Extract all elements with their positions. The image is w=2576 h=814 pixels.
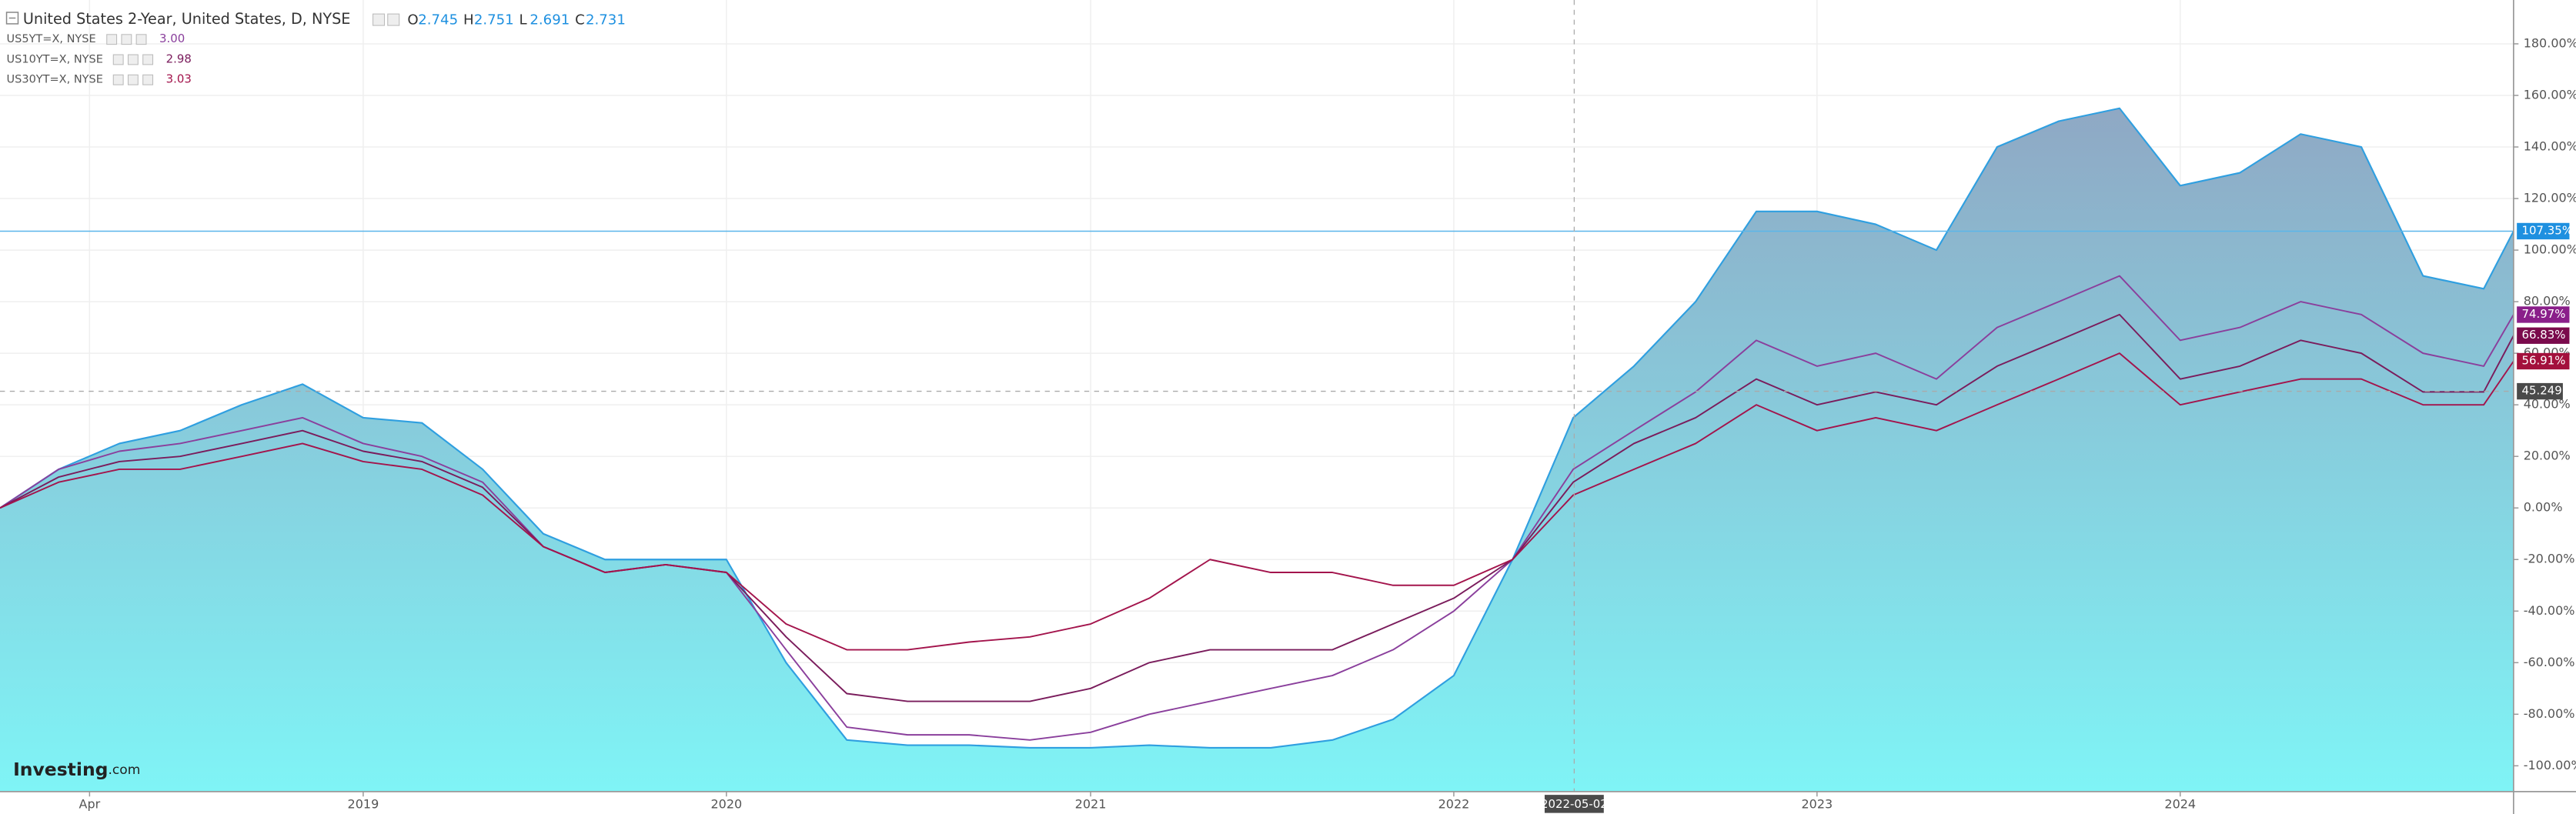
legend-button[interactable] — [135, 34, 147, 45]
plot — [0, 107, 2514, 792]
legend-button[interactable] — [127, 54, 139, 65]
y-tick-label: 40.00% — [2524, 397, 2571, 412]
series-line — [0, 352, 2514, 651]
y-tick-label: 0.00% — [2524, 500, 2563, 515]
y-tick-label: 80.00% — [2524, 294, 2571, 309]
crosshair-y-badge — [2517, 382, 2563, 400]
x-tick-label: 2023 — [1801, 796, 1833, 811]
logo: Investing.com — [13, 759, 140, 780]
y-tick-label: 100.00% — [2524, 242, 2576, 257]
value-badge-label: 56.91% — [2522, 353, 2566, 367]
value-badge-label: 107.35% — [2522, 223, 2573, 237]
header: United States 2-Year, United States, D, … — [5, 10, 626, 86]
crosshair-y-label: 45.249 — [2522, 384, 2562, 398]
ohlc-value: 2.691 — [530, 12, 570, 28]
ohlc-value: 2.751 — [474, 12, 514, 28]
legend-button[interactable] — [142, 54, 154, 65]
y-tick-label: -40.00% — [2524, 603, 2575, 618]
logo-word: Investing — [13, 759, 108, 780]
legend-button[interactable] — [142, 74, 154, 85]
legend-button[interactable] — [121, 34, 132, 45]
value-badge-label: 66.83% — [2522, 328, 2566, 342]
collapse-icon[interactable] — [5, 12, 19, 25]
legend-name[interactable]: US10YT=X, NYSE — [7, 53, 103, 65]
x-tick-label: Apr — [79, 796, 101, 811]
x-tick-label: 2020 — [710, 796, 742, 811]
legend-button[interactable] — [112, 74, 124, 85]
series-line — [0, 107, 2514, 749]
series-line — [0, 275, 2514, 741]
legend-value: 2.98 — [166, 52, 192, 65]
value-badge-label: 74.97% — [2522, 307, 2566, 321]
legend-value: 3.00 — [159, 32, 185, 45]
legend-name[interactable]: US5YT=X, NYSE — [7, 33, 96, 45]
x-tick-label: 2021 — [1075, 796, 1107, 811]
legend-name[interactable]: US30YT=X, NYSE — [7, 74, 103, 86]
y-tick-label: -80.00% — [2524, 706, 2575, 721]
header-button[interactable] — [387, 13, 400, 26]
y-tick-label: -20.00% — [2524, 552, 2575, 566]
value-badge — [2517, 306, 2570, 323]
x-tick-label: 2024 — [2164, 796, 2196, 811]
y-tick-label: -100.00% — [2524, 758, 2576, 772]
series-line — [0, 313, 2514, 702]
value-badge — [2517, 352, 2570, 370]
ohlc-value: 2.731 — [586, 12, 626, 28]
ohlc-label: L — [520, 12, 527, 28]
ohlc-label: C — [575, 12, 585, 28]
ohlc-label: H — [463, 12, 474, 28]
value-badge — [2517, 327, 2570, 344]
legend-button[interactable] — [112, 54, 124, 65]
overlay — [0, 0, 2514, 792]
value-badge — [2517, 222, 2570, 240]
y-tick-label: 120.00% — [2524, 191, 2576, 205]
y-tick-label: 140.00% — [2524, 139, 2576, 154]
y-tick-label: 180.00% — [2524, 35, 2576, 50]
axes: -100.00% -80.00% -60.00% -40.00% -20.00% 0.00… — [13, 35, 2576, 813]
chart-title: United States 2-Year, United States, D, … — [23, 10, 351, 28]
logo-suffix: .com — [108, 762, 140, 778]
y-tick-label: 160.00% — [2524, 88, 2576, 102]
ohlc-label: O — [407, 12, 418, 28]
legend-value: 3.03 — [166, 72, 192, 86]
x-tick-label: 2019 — [348, 796, 379, 811]
crosshair-x-badge — [1544, 795, 1604, 813]
y-tick-label: 20.00% — [2524, 449, 2571, 463]
legend-button[interactable] — [106, 34, 118, 45]
legend-button[interactable] — [127, 74, 139, 85]
x-tick-label: 2022 — [1438, 796, 1470, 811]
area — [0, 108, 2514, 792]
ohlc-value: 2.745 — [418, 12, 458, 28]
crosshair-x-label: 2022-05-02 — [1541, 797, 1608, 811]
y-tick-label: -60.00% — [2524, 655, 2575, 669]
header-button[interactable] — [373, 13, 386, 26]
